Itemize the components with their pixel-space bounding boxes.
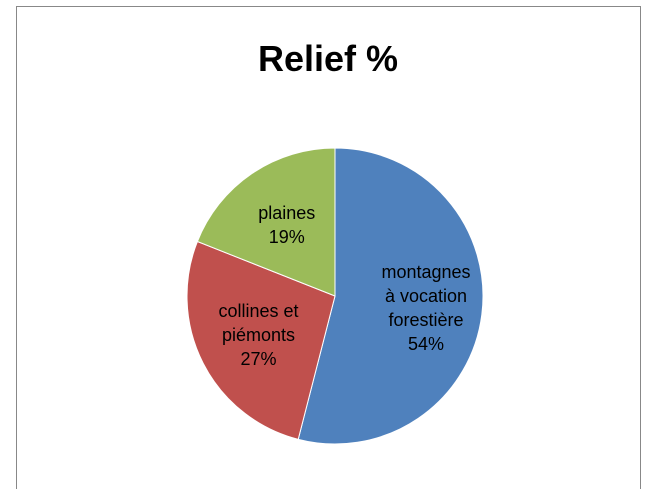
chart-title: Relief %: [257, 38, 399, 79]
value-label: 27%: [240, 348, 277, 369]
pie-slice: [186, 240, 336, 440]
chart-border: [16, 6, 641, 489]
pie-slice: [297, 147, 484, 445]
data-label: collines et piémonts 27%: [204, 299, 314, 371]
category-label: collines et piémonts: [218, 300, 299, 345]
value-label: 54%: [408, 333, 445, 354]
value-label: 19%: [268, 227, 305, 247]
category-label: plaines: [258, 203, 316, 223]
data-label: plaines 19%: [247, 201, 327, 249]
category-label: montagnes à vocation forestière: [381, 261, 471, 330]
pie-slice: [196, 147, 336, 297]
data-label: montagnes à vocation forestière 54%: [376, 260, 476, 356]
